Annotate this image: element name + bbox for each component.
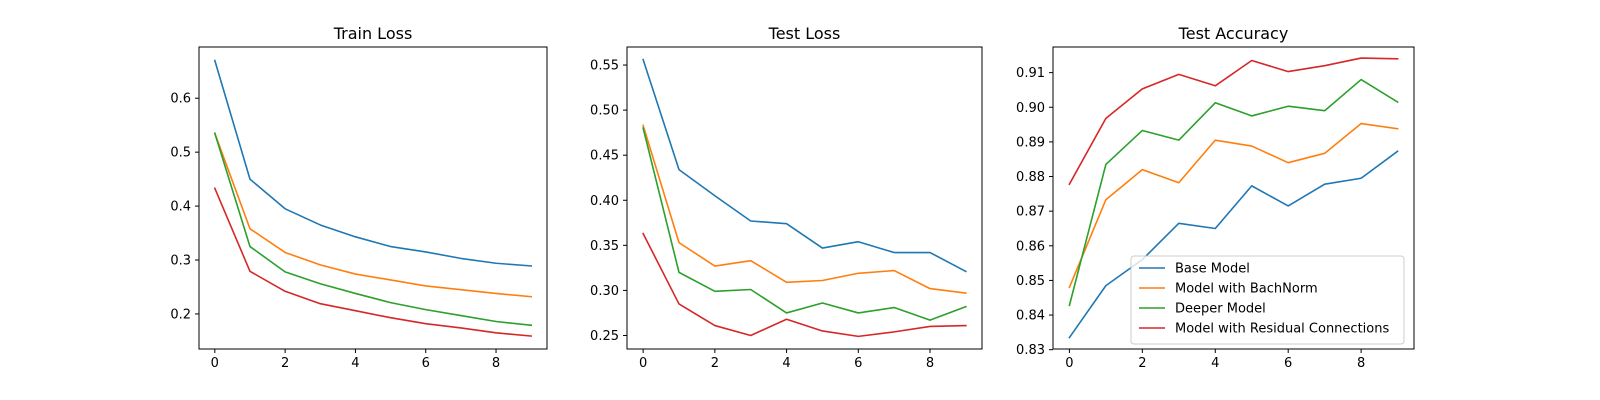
- legend-box: [1130, 255, 1405, 345]
- y-tick-label: 0.3: [170, 254, 191, 269]
- x-tick-label: 6: [422, 356, 430, 371]
- x-tick-label: 6: [854, 356, 862, 371]
- series-line-base-model: [213, 59, 533, 267]
- series-line-base-model: [642, 58, 967, 273]
- y-tick-label: 0.25: [590, 329, 619, 344]
- x-tick-label: 8: [492, 356, 500, 371]
- series-line-deeper-model: [642, 127, 967, 321]
- chart-title: Test Accuracy: [1178, 24, 1289, 43]
- y-tick-label: 0.85: [1016, 274, 1045, 289]
- y-tick-label: 0.86: [1016, 239, 1045, 254]
- y-tick-label: 0.6: [170, 92, 191, 107]
- x-tick-label: 4: [782, 356, 790, 371]
- y-tick-label: 0.90: [1016, 101, 1045, 116]
- x-tick-label: 8: [926, 356, 934, 371]
- y-tick-label: 0.2: [170, 307, 191, 322]
- axes-frame: [198, 46, 548, 350]
- x-tick-label: 2: [1138, 356, 1146, 371]
- y-tick-label: 0.30: [590, 284, 619, 299]
- y-tick-label: 0.83: [1016, 343, 1045, 358]
- x-tick-label: 2: [281, 356, 289, 371]
- x-tick-label: 2: [711, 356, 719, 371]
- y-tick-label: 0.45: [590, 149, 619, 164]
- y-tick-label: 0.5: [170, 146, 191, 161]
- chart-panel-test-accuracy: Test Accuracy 0 2 4 6 8 0.83 0.84 0.85 0.86 0.87 0.…: [1016, 24, 1415, 371]
- y-tick-label: 0.89: [1016, 135, 1045, 150]
- x-tick-label: 4: [1211, 356, 1219, 371]
- x-tick-label: 0: [639, 356, 647, 371]
- y-tick-label: 0.88: [1016, 170, 1045, 185]
- chart-panel-test-loss: Test Loss 0 2 4 6 8 0.25 0.30 0.35 0.40 0.45 0.50 0.…: [590, 24, 983, 371]
- axes-frame: [626, 46, 983, 350]
- x-tick-label: 6: [1284, 356, 1292, 371]
- legend-label-model-with-bachnorm: Model with BachNorm: [1175, 282, 1318, 297]
- chart-title: Train Loss: [333, 24, 413, 43]
- legend-label-base-model: Base Model: [1175, 262, 1250, 277]
- legend-label-model-with-residual-connections: Model with Residual Connections: [1175, 322, 1389, 337]
- x-tick-label: 0: [211, 356, 219, 371]
- y-tick-label: 0.84: [1016, 309, 1045, 324]
- legend: Base Model Model with BachNorm Deeper Mode…: [1130, 255, 1405, 345]
- series-line-model-with-bachnorm: [642, 124, 967, 295]
- x-tick-label: 0: [1065, 356, 1073, 371]
- y-tick-label: 0.55: [590, 59, 619, 74]
- axes-frame: [1052, 46, 1415, 350]
- legend-label-deeper-model: Deeper Model: [1175, 302, 1266, 317]
- series-line-deeper-model: [1068, 78, 1399, 307]
- series-line-model-with-residual-connections: [1068, 57, 1399, 186]
- y-tick-label: 0.4: [170, 200, 191, 215]
- series-line-model-with-bachnorm: [1068, 122, 1399, 289]
- series-line-model-with-residual-connections: [213, 187, 533, 337]
- series-line-base-model: [1068, 150, 1399, 339]
- chart-panel-train-loss: Train Loss 0 2 4 6 8 0.2 0.3 0.4 0.5 0.6: [170, 24, 548, 371]
- y-tick-label: 0.91: [1016, 66, 1045, 81]
- y-tick-label: 0.35: [590, 239, 619, 254]
- x-tick-label: 4: [351, 356, 359, 371]
- chart-title: Test Loss: [768, 24, 841, 43]
- y-tick-label: 0.40: [590, 194, 619, 209]
- x-tick-label: 8: [1357, 356, 1365, 371]
- y-tick-label: 0.87: [1016, 205, 1045, 220]
- series-line-model-with-residual-connections: [642, 232, 967, 338]
- series-line-model-with-bachnorm: [213, 132, 533, 298]
- y-tick-label: 0.50: [590, 104, 619, 119]
- series-line-deeper-model: [213, 132, 533, 327]
